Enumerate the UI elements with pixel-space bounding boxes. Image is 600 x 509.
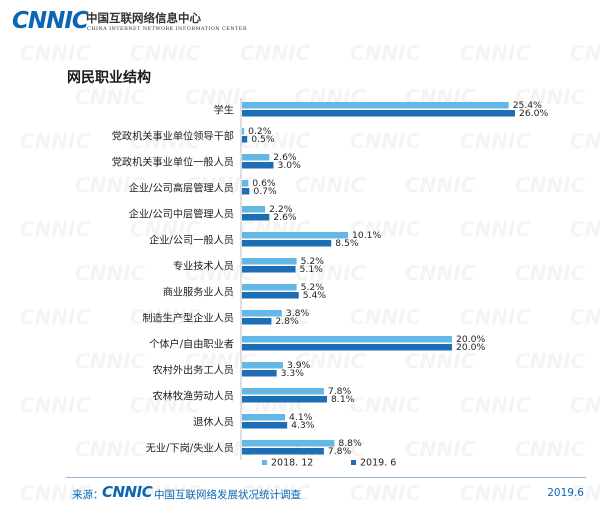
category-label: 农林牧渔劳动人员: [153, 389, 235, 402]
source-label: 来源：: [72, 489, 104, 501]
value-label: 2.6%: [273, 212, 297, 223]
value-label: 10.1%: [352, 230, 381, 241]
legend-label: 2019. 6: [360, 458, 396, 469]
bar-2018: [242, 414, 286, 421]
bar-2019: [242, 370, 277, 377]
value-label: 8.5%: [335, 238, 359, 249]
value-label: 5.1%: [300, 264, 324, 275]
value-label: 2.6%: [273, 152, 297, 163]
value-label: 25.4%: [513, 100, 542, 111]
bar-2019: [242, 448, 324, 455]
category-label: 制造生产型企业人员: [142, 311, 234, 324]
bar-2018: [242, 232, 349, 239]
legend-swatch: [262, 460, 267, 465]
bar-2018: [242, 102, 509, 109]
bar-2018: [242, 206, 266, 213]
bar-2019: [242, 162, 274, 169]
value-label: 7.8%: [328, 386, 352, 397]
bar-2018: [242, 258, 297, 265]
value-label: 5.2%: [301, 256, 325, 267]
bar-2018: [242, 180, 249, 187]
category-label: 个体户/自由职业者: [149, 337, 234, 350]
category-label: 农村外出务工人员: [153, 363, 235, 376]
bar-2019: [242, 344, 452, 351]
bar-2018: [242, 388, 324, 395]
category-label: 商业服务业人员: [163, 285, 234, 298]
value-label: 3.3%: [281, 368, 305, 379]
value-label: 4.3%: [291, 420, 315, 431]
value-label: 26.0%: [519, 108, 548, 119]
footer: 来源： CNNIC 中国互联网络发展状况统计调查 2019.6: [72, 483, 592, 501]
value-label: 2.8%: [275, 316, 299, 327]
value-label: 0.6%: [252, 178, 276, 189]
org-name-en: CHINA INTERNET NETWORK INFORMATION CENTE…: [87, 26, 247, 32]
bar-2019: [242, 292, 299, 299]
category-label: 党政机关事业单位领导干部: [112, 129, 234, 142]
value-label: 0.5%: [251, 134, 275, 145]
bar-2019: [242, 110, 515, 117]
bar-2018: [242, 336, 452, 343]
value-label: 20.0%: [456, 342, 485, 353]
category-label: 企业/公司一般人员: [149, 233, 234, 246]
value-label: 4.1%: [289, 412, 313, 423]
category-label: 无业/下岗/失业人员: [146, 441, 234, 454]
cnnic-logo: CNNIC: [12, 8, 89, 34]
bar-2019: [242, 266, 296, 273]
value-label: 0.7%: [253, 186, 277, 197]
bar-2018: [242, 154, 270, 161]
category-label: 专业技术人员: [173, 259, 234, 272]
value-label: 8.1%: [331, 394, 355, 405]
bar-2018: [242, 310, 282, 317]
value-label: 5.4%: [303, 290, 327, 301]
legend-swatch: [351, 460, 356, 465]
value-label: 8.8%: [338, 438, 362, 449]
org-name-cn: 中国互联网络信息中心: [86, 11, 201, 25]
source-text: 中国互联网络发展状况统计调查: [154, 489, 301, 501]
bar-2019: [242, 422, 288, 429]
bar-2019: [242, 240, 332, 247]
value-label: 0.2%: [248, 126, 272, 137]
bar-2018: [242, 284, 297, 291]
value-label: 3.0%: [278, 160, 302, 171]
value-label: 3.8%: [286, 308, 310, 319]
category-label: 企业/公司中层管理人员: [129, 207, 234, 220]
source-date: 2019.6: [547, 487, 584, 499]
source-logo: CNNIC: [102, 483, 153, 501]
legend-label: 2018. 12: [271, 458, 313, 469]
bar-2019: [242, 396, 328, 403]
bar-2018: [242, 362, 283, 369]
value-label: 2.2%: [269, 204, 293, 215]
value-label: 5.2%: [301, 282, 325, 293]
value-label: 20.0%: [456, 334, 485, 345]
bar-2019: [242, 214, 270, 221]
category-label: 党政机关事业单位一般人员: [112, 155, 234, 168]
bar-2019: [242, 318, 272, 325]
footer-divider: [66, 477, 586, 478]
bar-2018: [242, 440, 335, 447]
category-label: 退休人员: [193, 416, 234, 428]
bar-2018: [242, 128, 245, 135]
category-label: 企业/公司高层管理人员: [129, 181, 234, 194]
value-label: 3.9%: [287, 360, 311, 371]
chart-title: 网民职业结构: [67, 70, 151, 86]
value-label: 7.8%: [328, 446, 352, 457]
bar-2019: [242, 136, 248, 143]
category-label: 学生: [214, 103, 234, 116]
bar-2019: [242, 188, 250, 195]
